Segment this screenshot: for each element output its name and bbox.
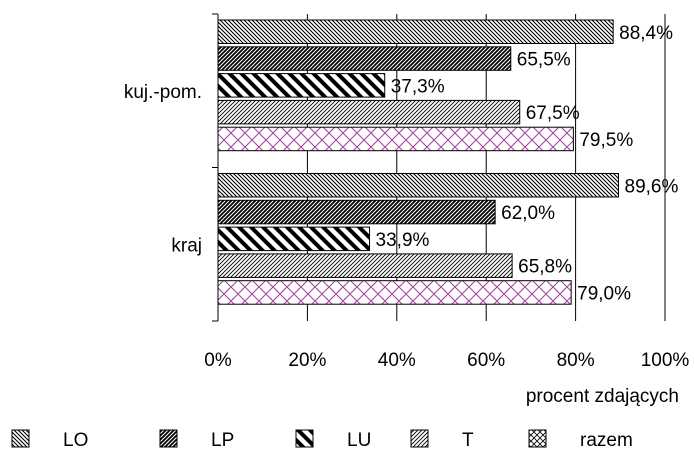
data-label: 37,3%	[391, 76, 445, 97]
legend-item-lp: LP	[159, 429, 234, 451]
legend-swatch-lp	[159, 429, 178, 448]
data-label: 88,4%	[619, 23, 673, 44]
legend-label-t: T	[462, 430, 474, 451]
bars	[217, 19, 620, 305]
category-label: kraj	[171, 235, 202, 256]
x-tick-label: 100%	[641, 350, 690, 371]
legend-label-lp: LP	[211, 430, 234, 451]
x-tick-label: 60%	[467, 350, 505, 371]
legend-swatch-lu	[295, 429, 314, 448]
data-label: 65,5%	[517, 50, 571, 71]
bar-t-kraj	[217, 253, 513, 278]
legend-item-lu: LU	[295, 429, 371, 451]
data-label: 89,6%	[625, 176, 679, 197]
data-label: 67,5%	[526, 103, 580, 124]
bar-razem-kuj-pom	[217, 126, 574, 152]
data-label: 79,5%	[579, 130, 633, 151]
bar-lp-kraj	[217, 199, 496, 225]
legend-swatch-razem	[528, 429, 547, 448]
bar-razem-kraj	[217, 280, 572, 305]
legend-item-razem: razem	[528, 429, 633, 451]
x-axis-title: procent zdających	[526, 386, 679, 407]
x-tick-label: 20%	[288, 350, 326, 371]
bar-lo-kuj-pom	[217, 19, 614, 44]
x-tick-label: 80%	[557, 350, 595, 371]
category-label: kuj.-pom.	[124, 82, 202, 103]
legend-item-t: T	[410, 429, 474, 451]
data-label: 33,9%	[376, 230, 430, 251]
legend-label-lu: LU	[347, 430, 371, 451]
legend-item-lo: LO	[11, 429, 88, 451]
labels: 88,4% 65,5% 37,3% 67,5% 79,5% kuj.-pom. 89,6% 6…	[124, 23, 690, 407]
legend-swatch-t	[410, 429, 429, 448]
bar-lp-kuj-pom	[217, 46, 512, 71]
legend-label-lo: LO	[63, 430, 88, 451]
bar-lo-kraj	[217, 173, 620, 198]
bar-lu-kuj-pom	[217, 73, 386, 98]
bar-t-kuj-pom	[217, 99, 521, 125]
x-tick-label: 40%	[378, 350, 416, 371]
x-tick-label: 0%	[204, 350, 232, 371]
legend-swatch-lo	[11, 429, 30, 448]
axes	[212, 13, 219, 322]
data-label: 65,8%	[518, 257, 572, 278]
legend-label-razem: razem	[580, 430, 633, 451]
bar-lu-kraj	[217, 226, 371, 252]
data-label: 79,0%	[577, 283, 631, 304]
data-label: 62,0%	[501, 203, 555, 224]
